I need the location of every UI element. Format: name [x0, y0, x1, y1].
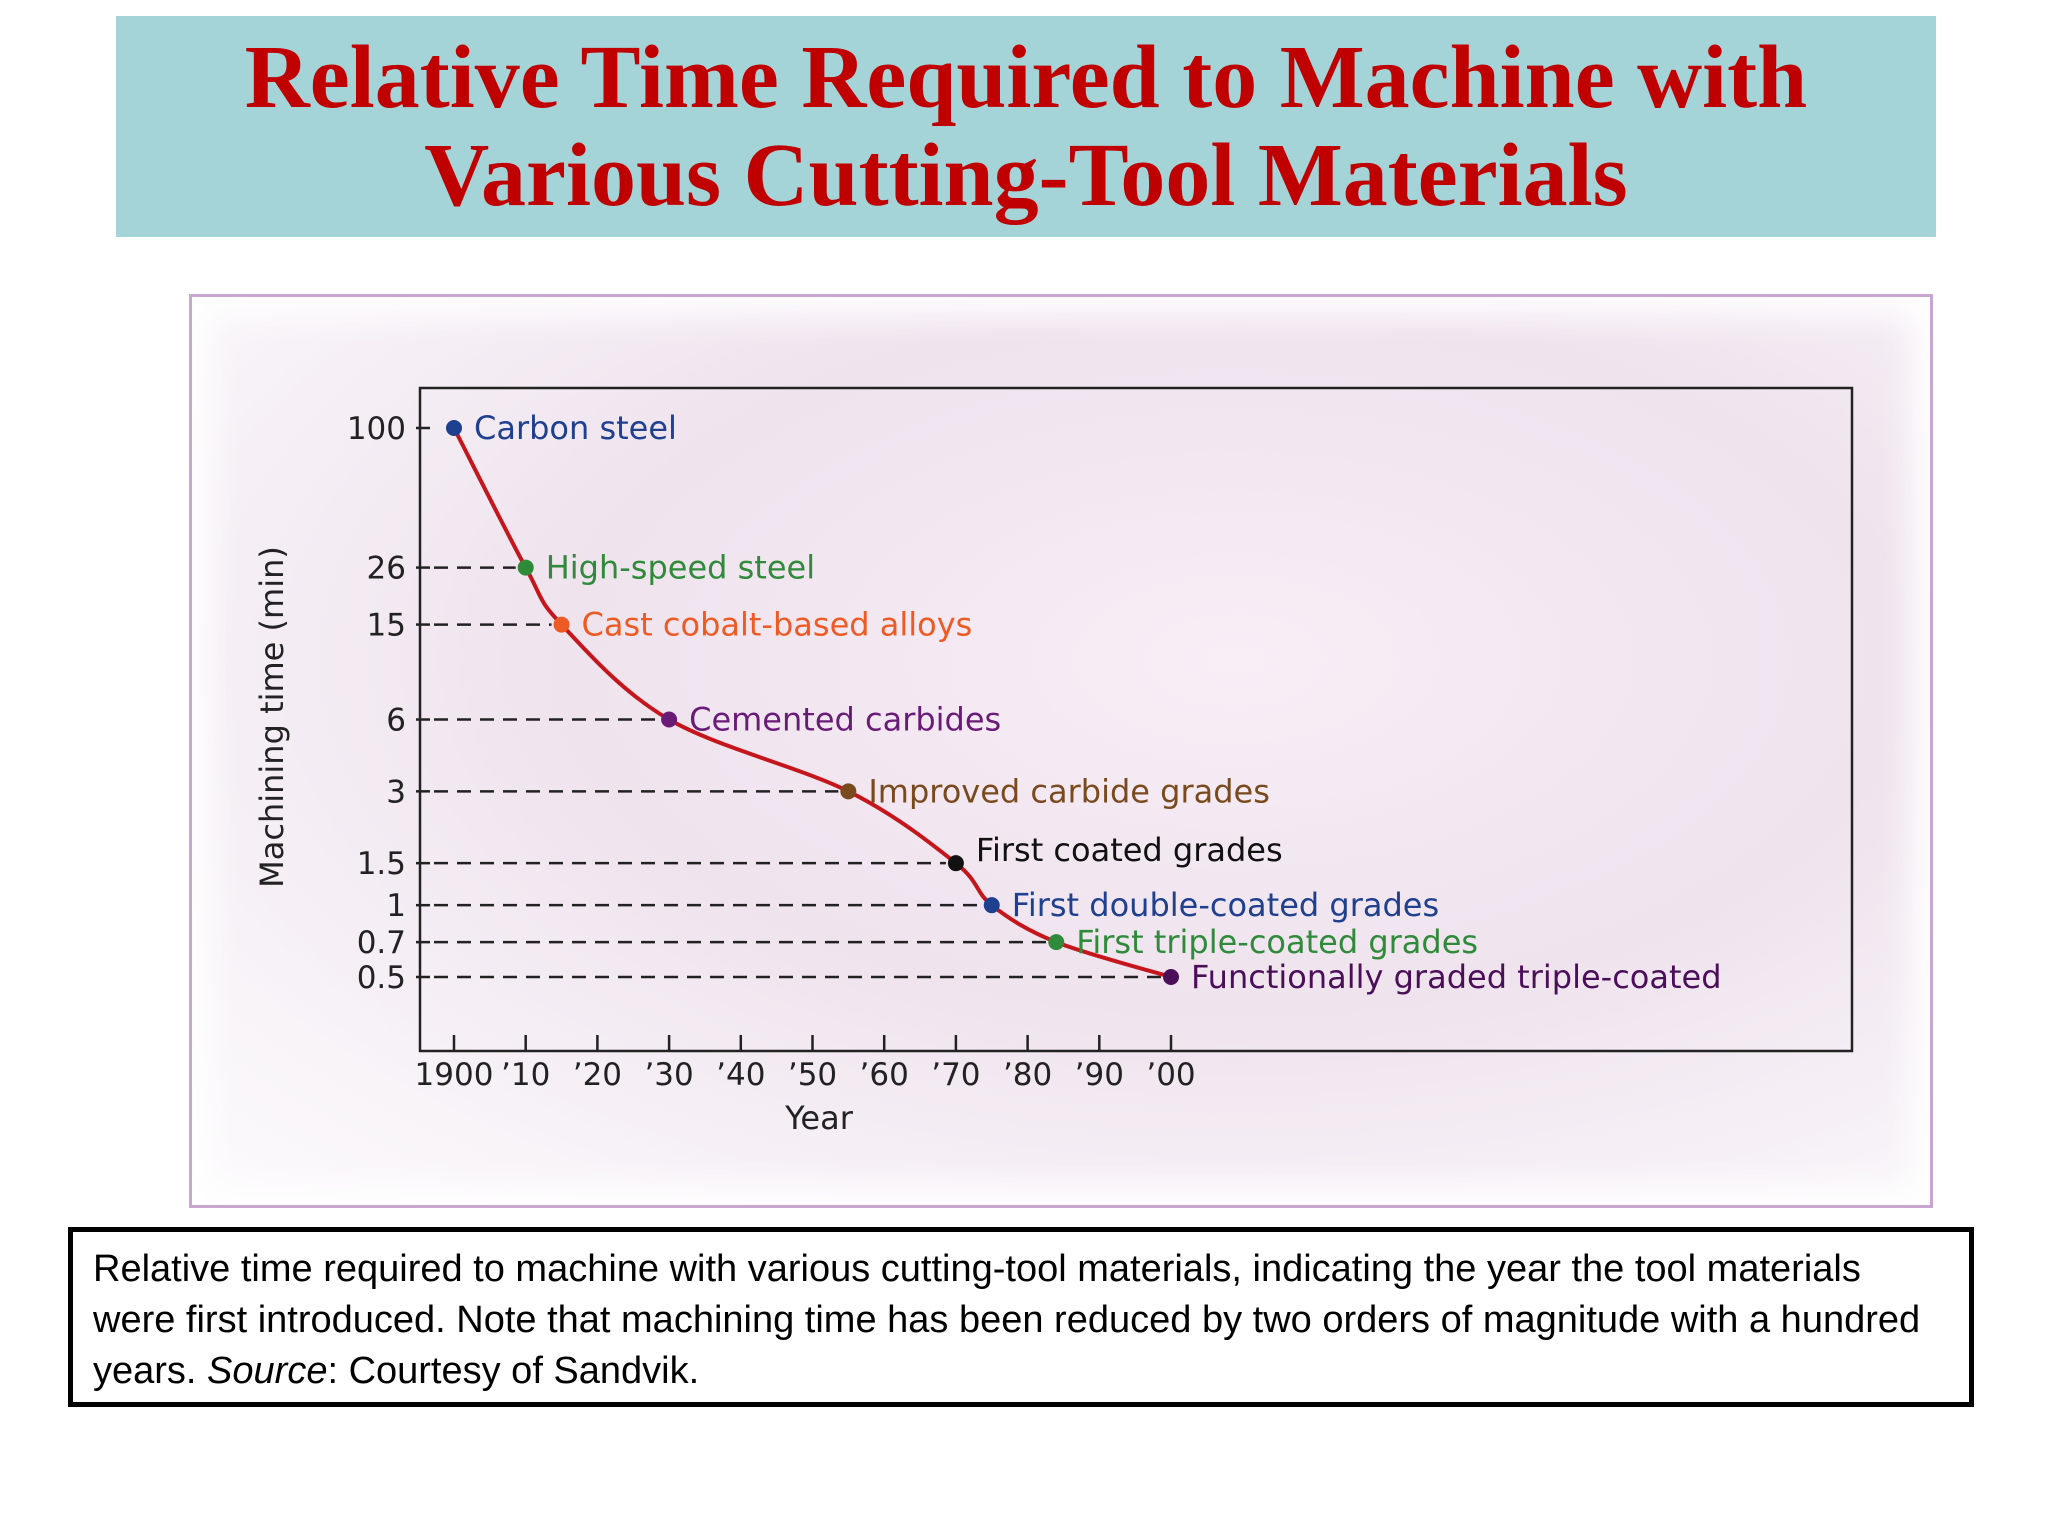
point-label: Carbon steel [474, 409, 677, 447]
point-labels: Carbon steel High-speed steel Cast cobalt-… [474, 409, 1722, 996]
point-label: First double-coated grades [1012, 886, 1439, 924]
data-point [661, 711, 678, 728]
data-point [983, 897, 1000, 914]
x-tick-label: ’30 [644, 1057, 693, 1093]
x-tick-label: ’10 [501, 1057, 550, 1093]
title-banner: Relative Time Required to Machine with V… [116, 16, 1936, 237]
slide-title-line-2: Various Cutting-Tool Materials [424, 125, 1628, 225]
y-tick-label: 0.5 [357, 960, 406, 996]
x-tick-label: ’90 [1075, 1057, 1124, 1093]
x-axis-ticks: 1900’10 ’20 ’30 ’40 ’50 ’60 ’70 ’80 ’90 ’00 [415, 1035, 1196, 1093]
point-label: Cemented carbides [689, 701, 1001, 739]
x-tick-label: ’60 [860, 1057, 909, 1093]
caption-source-text: : Courtesy of Sandvik. [327, 1350, 700, 1392]
x-tick-label: ’80 [1003, 1057, 1052, 1093]
data-point [1163, 969, 1179, 985]
y-tick-label: 1.5 [357, 846, 406, 882]
caption-text: Relative time required to machine with v… [93, 1248, 1921, 1392]
x-axis-label: Year [784, 1099, 854, 1137]
guide-lines [434, 566, 1161, 979]
x-tick-label: ’40 [716, 1057, 765, 1093]
point-label: High-speed steel [546, 549, 815, 587]
machining-time-chart: 100 26 15 6 3 1.5 10.70.5 1900’10 ’20 ’30 ’40 ’50 ’… [253, 386, 1854, 1137]
point-label: First coated grades [976, 831, 1283, 869]
x-tick-label: ’70 [931, 1057, 980, 1093]
machining-time-curve [452, 426, 1173, 979]
point-label: Improved carbide grades [868, 772, 1270, 810]
data-point [517, 559, 534, 576]
figure-caption: Relative time required to machine with v… [68, 1227, 1974, 1407]
y-tick-label: 0.7 [357, 925, 406, 961]
data-point [840, 783, 857, 800]
y-tick-label: 100 [347, 411, 406, 447]
x-tick-label: ’50 [788, 1057, 837, 1093]
point-label: First triple-coated grades [1076, 923, 1478, 961]
y-tick-label: 15 [367, 608, 406, 644]
data-point [446, 420, 462, 436]
data-points [446, 420, 1179, 985]
x-tick-label: ’00 [1146, 1057, 1195, 1093]
data-point [947, 855, 964, 872]
y-axis-ticks: 100 26 15 6 3 1.5 10.70.5 [347, 411, 430, 996]
y-tick-label: 6 [386, 703, 406, 739]
x-tick-label: ’20 [573, 1057, 622, 1093]
x-tick-label: 1900 [415, 1057, 494, 1093]
data-point [553, 616, 570, 633]
y-axis-label: Machining time (min) [253, 546, 291, 888]
y-tick-label: 3 [386, 774, 406, 810]
point-label: Cast cobalt-based alloys [582, 606, 973, 644]
point-label: Functionally graded triple-coated [1191, 958, 1722, 996]
chart-figure: 100 26 15 6 3 1.5 1 0.7 0.5 1900’10 ’20 ’30 ’40 ’50 ’… [189, 294, 1933, 1208]
caption-source-label: Source [207, 1350, 328, 1392]
y-tick-label: 26 [367, 551, 406, 587]
slide-title-line-1: Relative Time Required to Machine with [244, 27, 1808, 127]
data-point [1048, 934, 1065, 951]
y-tick-label: 1 [386, 888, 406, 924]
